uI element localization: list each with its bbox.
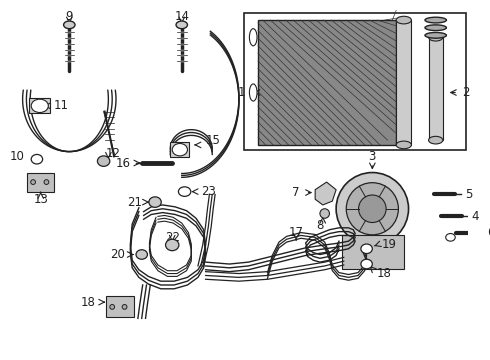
Text: 21: 21 xyxy=(127,195,142,208)
Ellipse shape xyxy=(172,144,188,156)
Circle shape xyxy=(336,172,409,245)
Ellipse shape xyxy=(361,244,372,253)
Circle shape xyxy=(320,209,329,218)
Ellipse shape xyxy=(176,21,188,29)
Ellipse shape xyxy=(149,197,161,207)
Text: 6: 6 xyxy=(487,226,490,239)
Ellipse shape xyxy=(136,250,147,259)
Ellipse shape xyxy=(31,180,35,184)
Text: 18: 18 xyxy=(377,267,392,280)
Ellipse shape xyxy=(178,187,191,196)
Text: 1: 1 xyxy=(238,86,245,99)
Ellipse shape xyxy=(396,16,412,24)
Bar xyxy=(171,142,189,157)
Text: 16: 16 xyxy=(115,157,130,170)
Text: 8: 8 xyxy=(316,219,323,233)
Circle shape xyxy=(359,195,386,222)
Ellipse shape xyxy=(396,141,412,149)
Circle shape xyxy=(346,183,398,235)
Text: 10: 10 xyxy=(10,150,24,163)
Text: 11: 11 xyxy=(54,99,69,112)
Bar xyxy=(396,20,412,145)
Bar xyxy=(105,296,134,318)
Text: 9: 9 xyxy=(66,10,73,23)
Ellipse shape xyxy=(425,32,446,38)
Ellipse shape xyxy=(361,259,372,269)
Text: 3: 3 xyxy=(368,150,376,163)
Text: 22: 22 xyxy=(165,231,180,244)
Text: 15: 15 xyxy=(206,134,220,147)
Ellipse shape xyxy=(64,21,75,29)
Bar xyxy=(29,98,50,113)
Bar xyxy=(27,172,54,192)
Ellipse shape xyxy=(31,99,49,113)
Ellipse shape xyxy=(166,239,179,251)
Bar xyxy=(244,13,466,150)
Ellipse shape xyxy=(31,154,43,164)
Text: 2: 2 xyxy=(462,86,469,99)
Text: 7: 7 xyxy=(293,186,300,199)
Ellipse shape xyxy=(110,305,115,309)
Text: 14: 14 xyxy=(174,10,189,23)
Text: 12: 12 xyxy=(106,147,121,160)
Text: 17: 17 xyxy=(289,226,304,239)
Text: 13: 13 xyxy=(33,193,48,206)
Ellipse shape xyxy=(429,33,443,41)
Text: 4: 4 xyxy=(471,210,479,223)
Polygon shape xyxy=(315,182,336,205)
Ellipse shape xyxy=(249,84,257,101)
Ellipse shape xyxy=(446,234,455,241)
Bar xyxy=(258,20,396,145)
Text: 18: 18 xyxy=(81,296,96,309)
Text: 23: 23 xyxy=(201,185,216,198)
Text: 20: 20 xyxy=(110,248,124,261)
Ellipse shape xyxy=(98,156,110,166)
Ellipse shape xyxy=(429,136,443,144)
Bar xyxy=(429,37,443,140)
Ellipse shape xyxy=(425,25,446,31)
Text: 19: 19 xyxy=(382,238,397,252)
Bar xyxy=(342,235,404,269)
Ellipse shape xyxy=(122,305,127,309)
Ellipse shape xyxy=(425,17,446,23)
Ellipse shape xyxy=(249,29,257,46)
Text: 5: 5 xyxy=(465,188,472,201)
Ellipse shape xyxy=(44,180,49,184)
